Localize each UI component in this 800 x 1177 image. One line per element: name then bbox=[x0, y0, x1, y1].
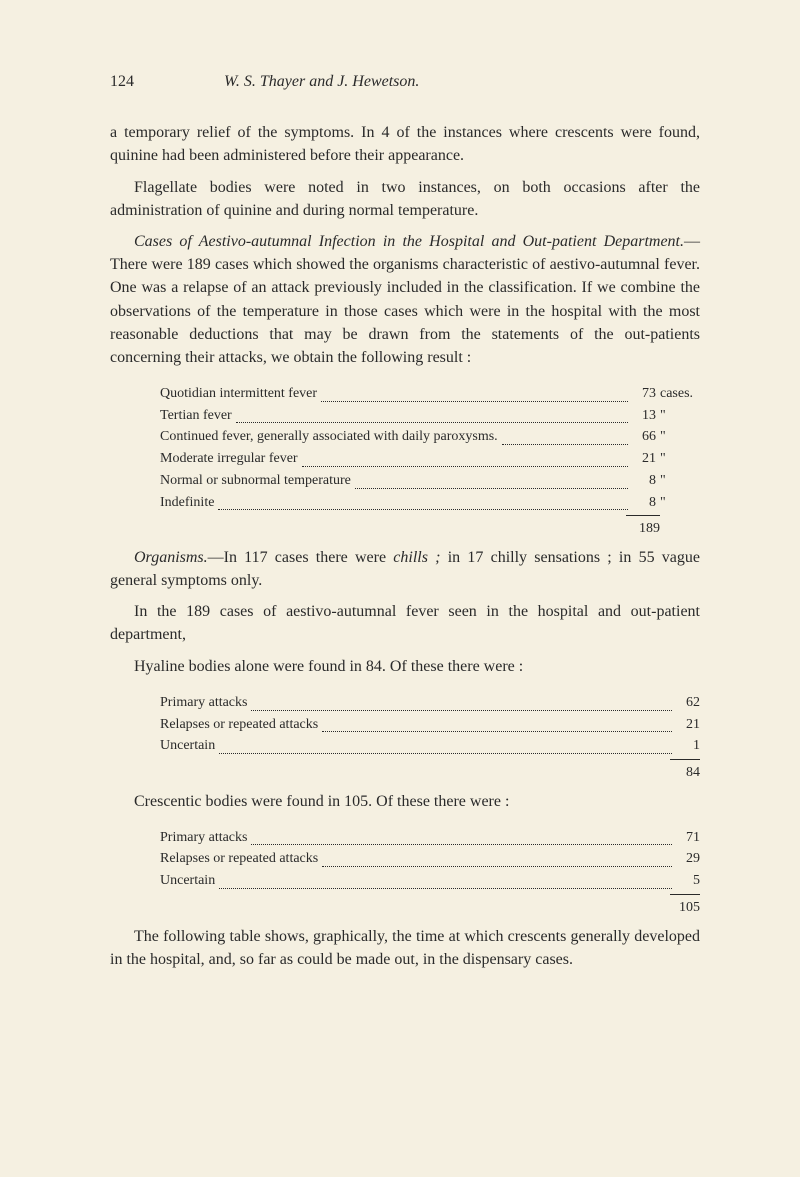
row-label: Primary attacks bbox=[160, 692, 247, 714]
table-1: Quotidian intermittent fever73cases.Tert… bbox=[160, 383, 700, 540]
row-label: Relapses or repeated attacks bbox=[160, 714, 318, 736]
para-3-body: —There were 189 cases which showed the o… bbox=[110, 233, 700, 366]
table-row: Uncertain 5 bbox=[160, 870, 700, 892]
table-row: Relapses or repeated attacks 29 bbox=[160, 848, 700, 870]
leader-dots bbox=[219, 888, 672, 889]
leader-dots bbox=[322, 866, 672, 867]
row-value: 5 bbox=[676, 870, 700, 892]
leader-dots bbox=[251, 710, 672, 711]
leader-dots bbox=[236, 422, 628, 423]
table-3-rule bbox=[670, 894, 700, 895]
leader-dots bbox=[502, 444, 628, 445]
row-unit: " bbox=[660, 448, 700, 470]
table-row: Continued fever, generally associated wi… bbox=[160, 426, 700, 448]
running-title: W. S. Thayer and J. Hewetson. bbox=[224, 70, 419, 93]
row-label: Indefinite bbox=[160, 492, 214, 514]
table-row: Primary attacks 62 bbox=[160, 692, 700, 714]
row-label: Relapses or repeated attacks bbox=[160, 848, 318, 870]
para-4-b: —In 117 cases there were bbox=[208, 549, 394, 566]
row-label: Quotidian intermittent fever bbox=[160, 383, 317, 405]
table-row: Relapses or repeated attacks 21 bbox=[160, 714, 700, 736]
row-value: 8 bbox=[632, 470, 656, 492]
row-value: 21 bbox=[632, 448, 656, 470]
table-row: Normal or subnormal temperature 8" bbox=[160, 470, 700, 492]
row-unit: " bbox=[660, 470, 700, 492]
row-value: 21 bbox=[676, 714, 700, 736]
para-8: The following table shows, graphically, … bbox=[110, 925, 700, 971]
table-row: Quotidian intermittent fever 73cases. bbox=[160, 383, 700, 405]
para-3-title: Cases of Aestivo-autumnal Infection in t… bbox=[134, 233, 684, 250]
page-header: 124 W. S. Thayer and J. Hewetson. bbox=[110, 70, 700, 93]
row-value: 62 bbox=[676, 692, 700, 714]
para-4: Organisms.—In 117 cases there were chill… bbox=[110, 546, 700, 592]
table-1-total: 189 bbox=[160, 518, 700, 540]
para-5: In the 189 cases of aestivo-autumnal fev… bbox=[110, 600, 700, 646]
page-number: 124 bbox=[110, 70, 134, 93]
row-value: 71 bbox=[676, 827, 700, 849]
leader-dots bbox=[355, 488, 628, 489]
row-value: 1 bbox=[676, 735, 700, 757]
table-2-rule bbox=[670, 759, 700, 760]
row-value: 8 bbox=[632, 492, 656, 514]
leader-dots bbox=[302, 466, 628, 467]
row-label: Uncertain bbox=[160, 870, 215, 892]
para-7: Crescentic bodies were found in 105. Of … bbox=[110, 790, 700, 813]
table-2: Primary attacks62Relapses or repeated at… bbox=[160, 692, 700, 784]
row-label: Moderate irregular fever bbox=[160, 448, 298, 470]
table-row: Tertian fever 13" bbox=[160, 405, 700, 427]
para-3: Cases of Aestivo-autumnal Infection in t… bbox=[110, 230, 700, 369]
leader-dots bbox=[322, 731, 672, 732]
leader-dots bbox=[218, 509, 628, 510]
para-6: Hyaline bodies alone were found in 84. O… bbox=[110, 655, 700, 678]
row-label: Primary attacks bbox=[160, 827, 247, 849]
row-label: Uncertain bbox=[160, 735, 215, 757]
table-2-total: 84 bbox=[160, 762, 700, 784]
row-value: 13 bbox=[632, 405, 656, 427]
row-value: 73 bbox=[632, 383, 656, 405]
row-label: Normal or subnormal temperature bbox=[160, 470, 351, 492]
para-2: Flagellate bodies were noted in two inst… bbox=[110, 176, 700, 222]
table-row: Primary attacks 71 bbox=[160, 827, 700, 849]
row-value: 66 bbox=[632, 426, 656, 448]
table-row: Moderate irregular fever 21" bbox=[160, 448, 700, 470]
row-label: Tertian fever bbox=[160, 405, 232, 427]
leader-dots bbox=[251, 844, 672, 845]
row-unit: " bbox=[660, 426, 700, 448]
row-value: 29 bbox=[676, 848, 700, 870]
table-3-total: 105 bbox=[160, 897, 700, 919]
para-1: a temporary relief of the symptoms. In 4… bbox=[110, 121, 700, 167]
row-label: Continued fever, generally associated wi… bbox=[160, 426, 498, 448]
para-4-title: Organisms. bbox=[134, 549, 208, 566]
table-row: Indefinite 8" bbox=[160, 492, 700, 514]
leader-dots bbox=[321, 401, 628, 402]
row-unit: " bbox=[660, 492, 700, 514]
table-3: Primary attacks71Relapses or repeated at… bbox=[160, 827, 700, 919]
table-row: Uncertain 1 bbox=[160, 735, 700, 757]
leader-dots bbox=[219, 753, 672, 754]
table-1-rule bbox=[626, 515, 660, 516]
row-unit: cases. bbox=[660, 383, 700, 405]
row-unit: " bbox=[660, 405, 700, 427]
para-4-c: chills ; bbox=[393, 549, 447, 566]
